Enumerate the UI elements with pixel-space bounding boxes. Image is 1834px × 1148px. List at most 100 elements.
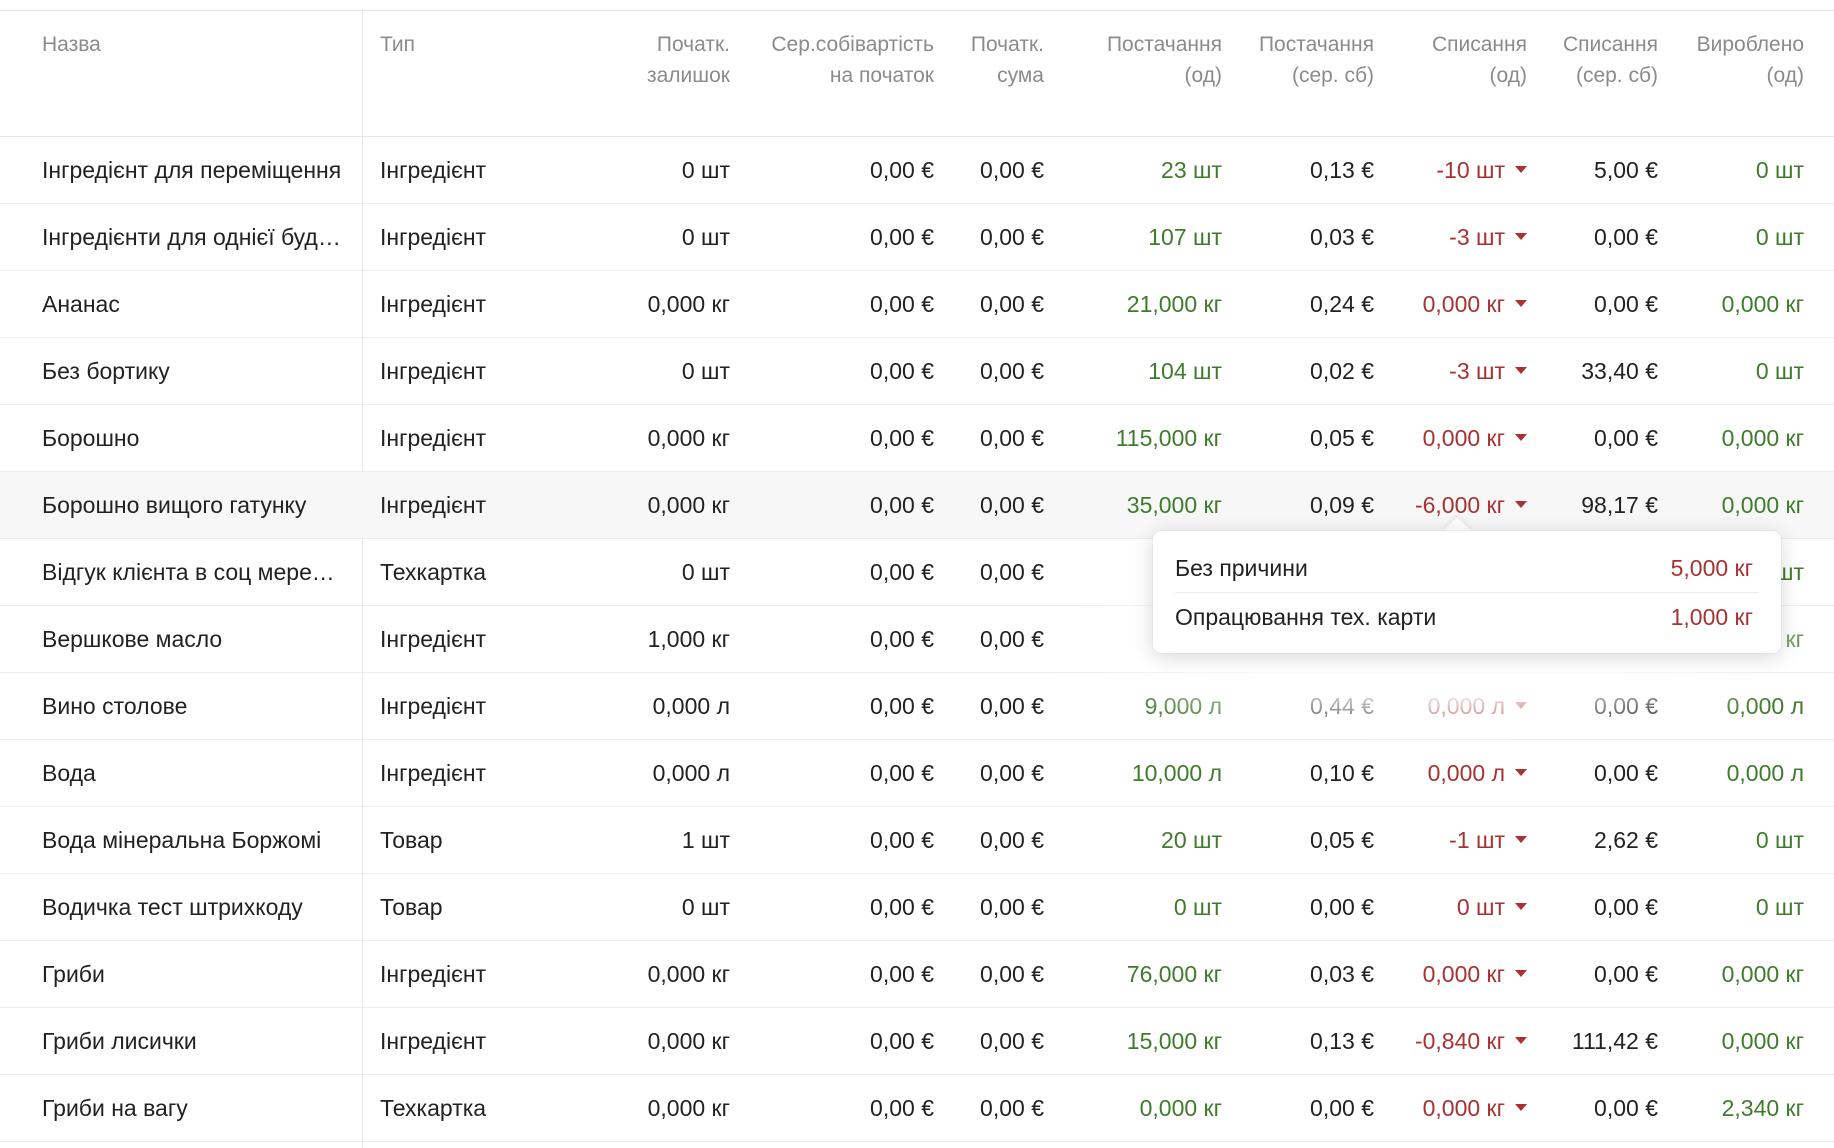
chevron-down-icon[interactable] [1515,1037,1527,1045]
table-row[interactable]: Ананас Інгредієнт 0,000 кг 0,00 € 0,00 € 21,0… [0,271,1834,338]
chevron-down-icon[interactable] [1515,434,1527,442]
cell-supply-cost: 0,03 € [1310,224,1374,250]
cell-supply-cost: 0,44 € [1310,693,1374,719]
chevron-down-icon[interactable] [1515,501,1527,509]
cell-produced-qty: кг [1785,626,1804,652]
cell-writeoff-qty[interactable]: 0,000 кг [1423,1075,1527,1141]
header-supply-qty[interactable]: Постачання (од) [1106,33,1222,87]
cell-supply-qty: 76,000 кг [1126,961,1222,987]
cell-supply-cost: 0,02 € [1310,358,1374,384]
cell-name: Вода [42,760,96,786]
cell-writeoff-qty[interactable]: -3 шт [1449,338,1527,404]
cell-writeoff-qty[interactable]: 0,000 кг [1423,941,1527,1007]
header-type[interactable]: Тип [380,33,416,56]
table-row[interactable]: Вода мінеральна Боржомі Товар 1 шт 0,00 € 0,… [0,807,1834,874]
cell-name: Борошно вищого гатунку [42,492,307,518]
cell-writeoff-cost: 0,00 € [1594,961,1658,987]
table-row[interactable]: Інгредієнт для переміщення Інгредієнт 0 шт… [0,137,1834,204]
chevron-down-icon[interactable] [1515,1104,1527,1112]
header-name[interactable]: Назва [42,33,101,56]
header-supply-cost[interactable]: Постачання (сер. сб) [1258,33,1374,87]
chevron-down-icon[interactable] [1515,166,1527,174]
cell-writeoff-cost: 0,00 € [1594,224,1658,250]
cell-init-qty: 0,000 кг [647,291,730,317]
cell-init-qty: 0,000 кг [647,492,730,518]
cell-supply-cost: 0,24 € [1310,291,1374,317]
chevron-down-icon[interactable] [1515,300,1527,308]
cell-produced-qty: 0 шт [1755,224,1804,250]
cell-name: Вино столове [42,693,188,719]
cell-supply-qty: 21,000 кг [1126,291,1222,317]
table-row[interactable]: Вино столове Інгредієнт 0,000 л 0,00 € 0,00 … [0,673,1834,740]
cell-init-avg-cost: 0,00 € [870,224,934,250]
cell-writeoff-cost: 2,62 € [1594,827,1658,853]
name-column-divider [362,11,363,1148]
cell-name: Вода мінеральна Боржомі [42,827,322,853]
cell-writeoff-qty[interactable]: -1 шт [1449,807,1527,873]
header-produced-qty[interactable]: Вироблено (од) [1696,33,1804,87]
table-row[interactable]: Борошно Інгредієнт 0,000 кг 0,00 € 0,00 € 115… [0,405,1834,472]
table-row[interactable]: Водичка тест штрихкоду Товар 0 шт 0,00 € 0,0… [0,874,1834,941]
cell-name: Водичка тест штрихкоду [42,894,303,920]
chevron-down-icon[interactable] [1515,836,1527,844]
cell-produced-qty: 0,000 кг [1721,1028,1804,1054]
cell-init-sum: 0,00 € [980,693,1044,719]
header-init-avg-cost[interactable]: Сер.собівартість на початок [771,33,934,87]
cell-init-qty: 0,000 кг [647,1095,730,1121]
cell-supply-qty: 107 шт [1148,224,1222,250]
cell-writeoff-qty[interactable]: 0,000 кг [1423,271,1527,337]
table-row[interactable]: Вода Інгредієнт 0,000 л 0,00 € 0,00 € 10,000 … [0,740,1834,807]
cell-produced-qty: 0,000 кг [1721,425,1804,451]
cell-produced-qty: 0 шт [1755,827,1804,853]
chevron-down-icon[interactable] [1515,702,1527,710]
table-row[interactable]: Гриби Інгредієнт 0,000 кг 0,00 € 0,00 € 76,00… [0,941,1834,1008]
table-top-border [0,10,1834,11]
cell-init-sum: 0,00 € [980,157,1044,183]
cell-type: Інгредієнт [380,1028,487,1054]
header-init-sum[interactable]: Початк. сума [970,33,1044,87]
cell-writeoff-qty[interactable]: 0,000 л [1428,740,1527,806]
cell-writeoff-cost: 98,17 € [1581,492,1658,518]
header-writeoff-qty[interactable]: Списання (од) [1431,33,1527,87]
cell-init-avg-cost: 0,00 € [870,760,934,786]
cell-init-avg-cost: 0,00 € [870,1028,934,1054]
cell-init-sum: 0,00 € [980,827,1044,853]
cell-writeoff-qty[interactable]: 0 шт [1457,874,1527,940]
chevron-down-icon[interactable] [1515,903,1527,911]
chevron-down-icon[interactable] [1515,970,1527,978]
writeoff-breakdown-popup: Без причини 5,000 кг Опрацювання тех. карт… [1153,531,1781,653]
cell-supply-cost: 0,10 € [1310,760,1374,786]
chevron-down-icon[interactable] [1515,233,1527,241]
cell-writeoff-qty[interactable]: -10 шт [1436,137,1527,203]
writeoff-reason-label: Без причини [1175,555,1308,581]
cell-writeoff-qty[interactable]: -0,840 кг [1415,1008,1527,1074]
cell-init-avg-cost: 0,00 € [870,827,934,853]
header-init-qty[interactable]: Початк. залишок [646,33,730,87]
table-row[interactable]: Гриби на вагу Техкартка 0,000 кг 0,00 € 0,00… [0,1075,1834,1142]
cell-writeoff-qty[interactable]: 0,000 л [1428,673,1527,739]
cell-init-avg-cost: 0,00 € [870,492,934,518]
table-row[interactable]: Гриби лисички Інгредієнт 0,000 кг 0,00 € 0,0… [0,1008,1834,1075]
table-row[interactable]: Вершкове масло Інгредієнт 1,000 кг 0,00 € 0,… [0,606,1834,673]
cell-supply-cost: 0,13 € [1310,1028,1374,1054]
table-row[interactable]: Інгредієнти для однієї будь-якої Інгредіє… [0,204,1834,271]
chevron-down-icon[interactable] [1515,769,1527,777]
cell-writeoff-qty[interactable]: -6,000 кг [1415,472,1527,538]
cell-type: Техкартка [380,1095,487,1121]
cell-init-qty: 0,000 кг [647,1028,730,1054]
cell-init-qty: 0 шт [681,894,730,920]
cell-produced-qty: 0,000 кг [1721,961,1804,987]
cell-init-sum: 0,00 € [980,224,1044,250]
cell-supply-qty: 10,000 л [1131,760,1222,786]
cell-type: Інгредієнт [380,492,487,518]
header-writeoff-cost[interactable]: Списання (сер. сб) [1562,33,1658,87]
cell-supply-qty: 0 шт [1173,894,1222,920]
chevron-down-icon[interactable] [1515,367,1527,375]
cell-writeoff-qty[interactable]: 0,000 кг [1423,405,1527,471]
cell-supply-qty: 0,000 кг [1139,1095,1222,1121]
cell-writeoff-qty[interactable]: -3 шт [1449,204,1527,270]
table-row[interactable]: Без бортику Інгредієнт 0 шт 0,00 € 0,00 € 104… [0,338,1834,405]
cell-init-avg-cost: 0,00 € [870,559,934,585]
cell-supply-qty: 115,000 кг [1115,425,1222,451]
table-row[interactable]: Борошно вищого гатунку Інгредієнт 0,000 кг… [0,472,1834,539]
